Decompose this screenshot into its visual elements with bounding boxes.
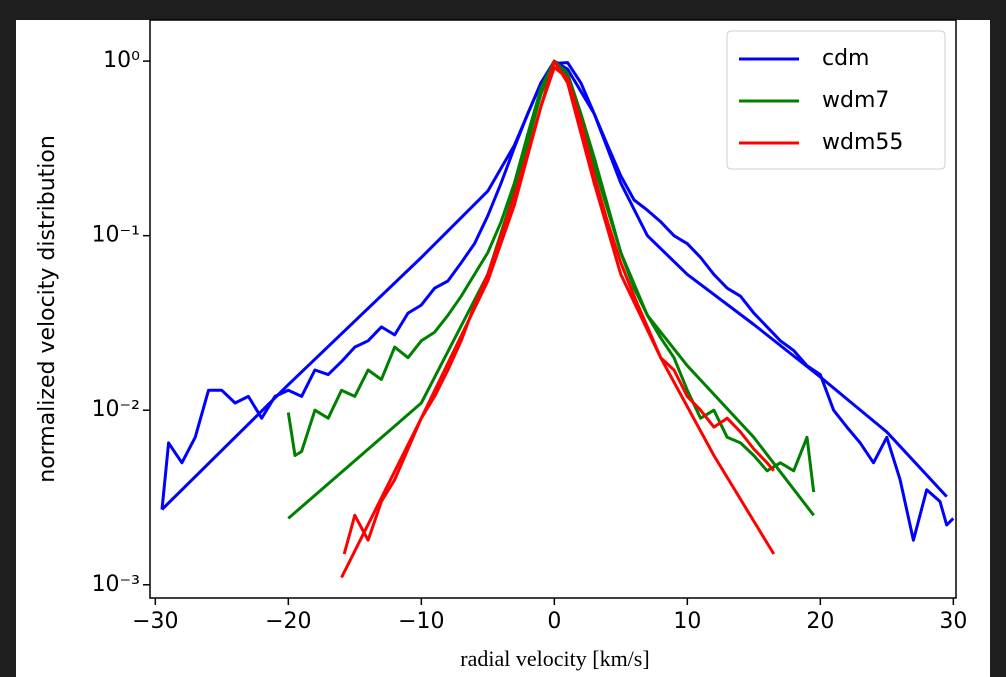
y-tick-label: 10⁻² [92,397,140,422]
x-tick-label: 0 [547,609,561,634]
data-line [160,61,955,542]
data-line [342,65,775,555]
legend-label: wdm7 [822,88,889,113]
x-tick-label: −30 [132,609,178,634]
x-axis-label: radial velocity [km/s] [460,646,649,671]
x-tick-label: −20 [265,609,311,634]
x-tick-label: 30 [939,609,967,634]
y-tick-label: 10⁰ [103,48,140,73]
legend-label: cdm [822,46,870,71]
x-tick-label: 10 [673,609,701,634]
x-tick-label: 20 [806,609,834,634]
plot-frame [149,19,957,599]
data-line [286,59,816,493]
y-axis-label: normalized velocity distribution [35,135,60,483]
fit-line [160,59,948,511]
y-tick-label: 10⁻¹ [92,223,140,248]
x-tick-label: −10 [398,609,444,634]
legend-box [726,30,946,170]
legend-label: wdm55 [822,130,903,155]
y-tick-label: 10⁻³ [92,572,140,597]
